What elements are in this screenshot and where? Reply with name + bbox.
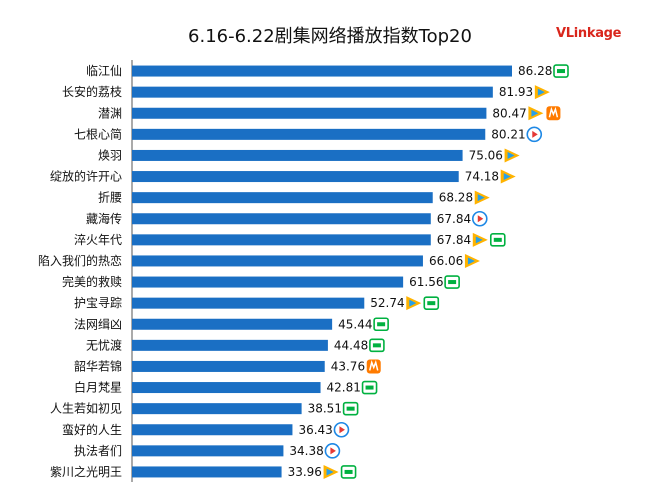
bar <box>132 360 325 372</box>
value-label: 42.81 <box>327 381 361 395</box>
value-label: 68.28 <box>439 191 473 205</box>
value-label: 34.38 <box>289 444 323 458</box>
bar <box>132 86 493 98</box>
value-label: 52.74 <box>370 296 404 310</box>
tencent-icon <box>528 106 544 121</box>
value-label: 81.93 <box>499 85 533 99</box>
youku-icon <box>333 421 350 438</box>
bar <box>132 149 463 161</box>
value-label: 80.21 <box>491 127 525 141</box>
value-label: 75.06 <box>469 148 503 162</box>
bar <box>132 297 365 309</box>
bar <box>132 128 486 140</box>
iqiyi-icon <box>489 233 506 247</box>
value-label: 67.84 <box>437 212 471 226</box>
bar <box>132 382 321 394</box>
mango-icon <box>546 106 561 121</box>
value-label: 45.44 <box>338 317 372 331</box>
value-label: 74.18 <box>465 170 499 184</box>
bar <box>132 424 293 436</box>
tencent-icon <box>500 169 516 184</box>
iqiyi-icon <box>361 380 378 395</box>
bar <box>132 403 302 415</box>
bar <box>132 107 487 119</box>
bar <box>132 318 333 330</box>
youku-icon <box>471 210 488 227</box>
iqiyi-icon <box>444 275 460 289</box>
bar <box>132 339 328 351</box>
iqiyi-icon <box>369 338 385 353</box>
value-label: 67.84 <box>437 233 471 247</box>
category-label: 焕羽 <box>98 148 122 162</box>
bar <box>132 255 423 267</box>
value-label: 61.56 <box>409 275 443 289</box>
category-label: 潜渊 <box>98 106 122 120</box>
category-label: 淬火年代 <box>74 232 122 247</box>
bar <box>132 213 431 225</box>
tencent-icon <box>504 148 520 163</box>
bar <box>132 445 284 457</box>
value-label: 43.76 <box>331 359 365 373</box>
bar <box>132 192 433 204</box>
bar <box>132 65 512 77</box>
value-label: 86.28 <box>518 64 552 78</box>
category-label: 执法者们 <box>74 443 122 458</box>
vlinkage-logo: VLinkage <box>548 18 628 46</box>
category-label: 蛮好的人生 <box>62 422 122 437</box>
category-label: 折腰 <box>98 190 122 205</box>
mango-icon <box>366 359 381 374</box>
category-label: 藏海传 <box>86 211 122 226</box>
youku-icon <box>526 126 543 143</box>
category-label: 无忧渡 <box>86 337 122 352</box>
category-label: 绽放的许开心 <box>50 169 122 184</box>
bar <box>132 171 459 183</box>
tencent-icon <box>323 464 339 479</box>
category-label: 完美的救赎 <box>62 274 122 289</box>
value-label: 38.51 <box>308 402 342 416</box>
category-label: 临江仙 <box>86 64 122 78</box>
value-label: 36.43 <box>298 423 332 437</box>
iqiyi-icon <box>373 317 389 332</box>
category-label: 陷入我们的热恋 <box>38 253 122 268</box>
vlinkage-logo-text: VLinkage <box>556 26 622 41</box>
bar <box>132 466 282 478</box>
category-label: 人生若如初见 <box>50 401 122 416</box>
value-label: 80.47 <box>492 106 526 120</box>
iqiyi-icon <box>423 296 440 310</box>
tencent-icon <box>474 190 490 205</box>
iqiyi-icon <box>342 401 359 416</box>
value-label: 66.06 <box>429 254 463 268</box>
value-label: 44.48 <box>334 338 368 352</box>
category-label: 七根心简 <box>74 127 122 141</box>
iqiyi-icon <box>340 465 357 479</box>
category-label: 法网缉凶 <box>74 317 122 331</box>
iqiyi-icon <box>553 64 569 78</box>
category-label: 紫川之光明王 <box>50 465 122 479</box>
value-label: 33.96 <box>288 465 322 479</box>
youku-icon <box>324 443 341 459</box>
chart-title: 6.16-6.22剧集网络播放指数Top20 <box>188 26 472 47</box>
category-label: 长安的荔枝 <box>62 84 122 99</box>
tencent-icon <box>534 85 550 100</box>
category-label: 韶华若锦 <box>74 358 122 373</box>
tencent-icon <box>464 253 480 268</box>
category-label: 白月梵星 <box>74 380 122 395</box>
tencent-icon <box>472 232 488 247</box>
bar <box>132 234 431 246</box>
tencent-icon <box>406 296 422 311</box>
bar <box>132 276 404 288</box>
category-label: 护宝寻踪 <box>74 296 122 310</box>
